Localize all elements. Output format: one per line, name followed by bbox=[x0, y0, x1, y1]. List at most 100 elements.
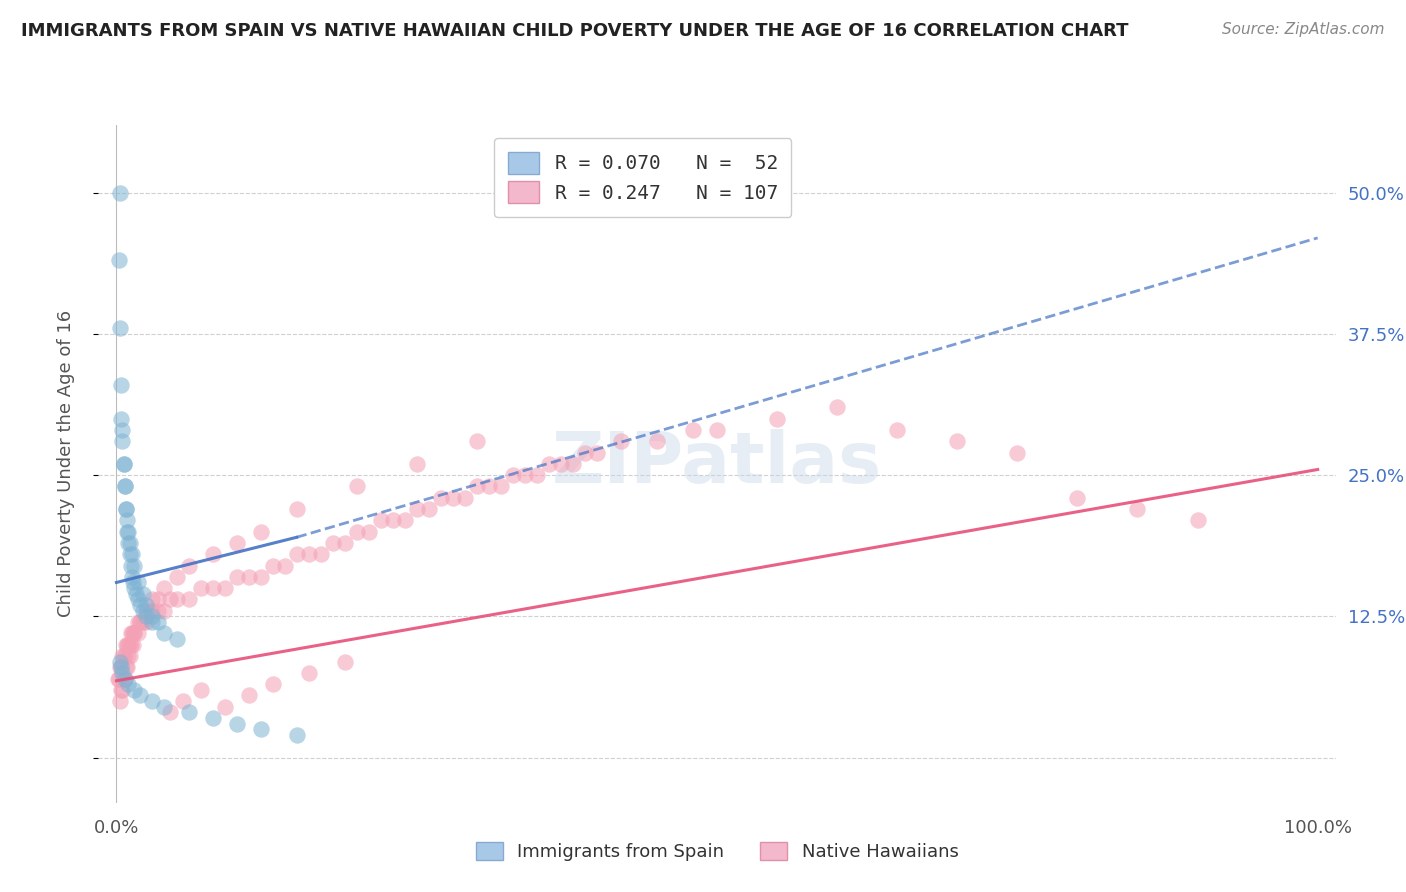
Point bbox=[120, 626, 142, 640]
Point bbox=[117, 638, 139, 652]
Point bbox=[357, 524, 380, 539]
Point bbox=[610, 434, 633, 449]
Point bbox=[108, 253, 131, 268]
Text: Source: ZipAtlas.com: Source: ZipAtlas.com bbox=[1222, 22, 1385, 37]
Point bbox=[148, 604, 170, 618]
Point bbox=[117, 638, 139, 652]
Point bbox=[886, 423, 908, 437]
Point bbox=[110, 660, 132, 674]
Point bbox=[135, 615, 157, 629]
Point bbox=[537, 457, 560, 471]
Point bbox=[148, 592, 170, 607]
Point bbox=[112, 648, 135, 663]
Point bbox=[114, 479, 136, 493]
Text: ZIPatlas: ZIPatlas bbox=[553, 429, 882, 499]
Point bbox=[214, 581, 236, 595]
Point bbox=[262, 558, 284, 573]
Point bbox=[117, 648, 139, 663]
Point bbox=[114, 672, 136, 686]
Point bbox=[122, 575, 145, 590]
Point bbox=[429, 491, 451, 505]
Point bbox=[645, 434, 668, 449]
Point bbox=[135, 598, 157, 612]
Point bbox=[465, 434, 488, 449]
Point bbox=[141, 694, 163, 708]
Point bbox=[135, 604, 157, 618]
Point bbox=[370, 513, 392, 527]
Point bbox=[135, 609, 157, 624]
Point bbox=[766, 411, 789, 425]
Point bbox=[127, 626, 149, 640]
Point bbox=[177, 558, 200, 573]
Point bbox=[124, 626, 146, 640]
Point bbox=[110, 411, 132, 425]
Legend: Immigrants from Spain, Native Hawaiians: Immigrants from Spain, Native Hawaiians bbox=[468, 835, 966, 868]
Point bbox=[114, 648, 136, 663]
Point bbox=[112, 457, 135, 471]
Point bbox=[322, 536, 344, 550]
Point bbox=[405, 502, 427, 516]
Point bbox=[706, 423, 728, 437]
Point bbox=[129, 689, 152, 703]
Point bbox=[124, 587, 146, 601]
Point bbox=[117, 513, 139, 527]
Point bbox=[121, 547, 143, 561]
Point bbox=[112, 457, 135, 471]
Point bbox=[333, 655, 356, 669]
Point bbox=[201, 711, 224, 725]
Point bbox=[214, 699, 236, 714]
Point bbox=[1066, 491, 1088, 505]
Point bbox=[1126, 502, 1149, 516]
Point bbox=[117, 524, 139, 539]
Point bbox=[132, 587, 155, 601]
Point bbox=[201, 581, 224, 595]
Point bbox=[159, 706, 181, 720]
Point bbox=[118, 547, 141, 561]
Point bbox=[153, 699, 176, 714]
Point bbox=[141, 609, 163, 624]
Point bbox=[201, 547, 224, 561]
Point bbox=[478, 479, 501, 493]
Point bbox=[108, 186, 131, 200]
Point bbox=[285, 547, 308, 561]
Point bbox=[132, 604, 155, 618]
Point bbox=[513, 468, 536, 483]
Point bbox=[112, 672, 135, 686]
Point bbox=[114, 479, 136, 493]
Point bbox=[465, 479, 488, 493]
Point bbox=[132, 615, 155, 629]
Point bbox=[1187, 513, 1209, 527]
Point bbox=[118, 648, 141, 663]
Point bbox=[141, 615, 163, 629]
Point bbox=[153, 581, 176, 595]
Point bbox=[381, 513, 404, 527]
Point bbox=[574, 445, 596, 459]
Text: IMMIGRANTS FROM SPAIN VS NATIVE HAWAIIAN CHILD POVERTY UNDER THE AGE OF 16 CORRE: IMMIGRANTS FROM SPAIN VS NATIVE HAWAIIAN… bbox=[21, 22, 1129, 40]
Point bbox=[111, 434, 134, 449]
Point bbox=[190, 581, 212, 595]
Point bbox=[129, 615, 152, 629]
Point bbox=[309, 547, 332, 561]
Point bbox=[946, 434, 969, 449]
Point bbox=[249, 570, 271, 584]
Point bbox=[441, 491, 464, 505]
Point bbox=[153, 626, 176, 640]
Point bbox=[1007, 445, 1029, 459]
Point bbox=[172, 694, 194, 708]
Point bbox=[405, 457, 427, 471]
Point bbox=[159, 592, 181, 607]
Point bbox=[148, 615, 170, 629]
Point bbox=[238, 570, 260, 584]
Point bbox=[108, 321, 131, 335]
Point bbox=[124, 682, 146, 697]
Point bbox=[262, 677, 284, 691]
Point bbox=[682, 423, 704, 437]
Point bbox=[114, 672, 136, 686]
Point bbox=[117, 660, 139, 674]
Point bbox=[249, 723, 271, 737]
Point bbox=[127, 575, 149, 590]
Point bbox=[121, 570, 143, 584]
Point bbox=[454, 491, 477, 505]
Point bbox=[108, 694, 131, 708]
Point bbox=[333, 536, 356, 550]
